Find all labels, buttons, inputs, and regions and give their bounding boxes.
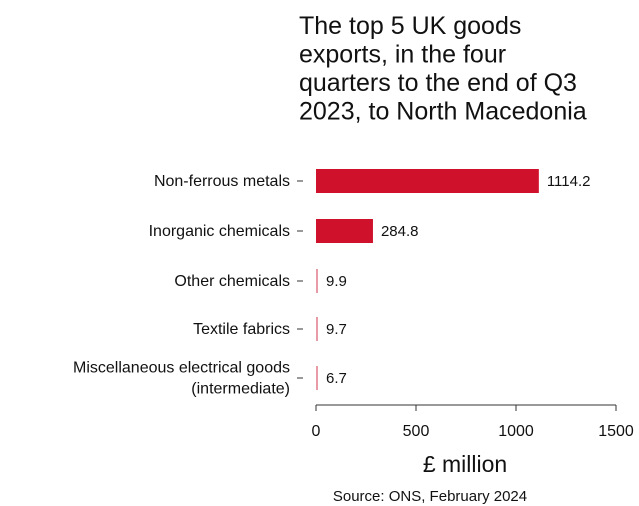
- category-labels: Non-ferrous metals Inorganic chemicals Oth…: [73, 173, 303, 398]
- source-note: Source: ONS, February 2024: [333, 488, 527, 505]
- value-label: 284.8: [381, 223, 419, 240]
- category-label: (intermediate): [191, 381, 290, 398]
- x-tick-label: 1500: [598, 423, 634, 440]
- category-label: Non-ferrous metals: [154, 173, 290, 190]
- category-label: Miscellaneous electrical goods: [73, 360, 290, 377]
- title-line: The top 5 UK goods: [299, 12, 521, 40]
- bar: [316, 219, 373, 243]
- bars: [316, 169, 539, 390]
- x-tick-label: 500: [403, 423, 430, 440]
- value-label: 6.7: [326, 370, 347, 387]
- value-label: 1114.2: [547, 173, 591, 190]
- value-label: 9.9: [326, 273, 347, 290]
- category-label: Inorganic chemicals: [149, 223, 290, 240]
- x-axis: 0 500 1000 1500: [312, 404, 634, 440]
- bar: [316, 269, 318, 293]
- title-line: 2023, to North Macedonia: [299, 98, 587, 126]
- bar: [316, 169, 539, 193]
- bar: [316, 366, 318, 390]
- category-label: Textile fabrics: [193, 321, 290, 338]
- title-line: quarters to the end of Q3: [299, 69, 577, 97]
- category-label: Other chemicals: [174, 273, 290, 290]
- bar: [316, 317, 318, 341]
- x-tick-label: 1000: [498, 423, 534, 440]
- x-axis-title: £ million: [423, 451, 507, 477]
- title-line: exports, in the four: [299, 41, 506, 69]
- value-labels: 1114.2 284.8 9.9 9.7 6.7: [326, 173, 590, 387]
- value-label: 9.7: [326, 321, 347, 338]
- x-tick-label: 0: [312, 423, 321, 440]
